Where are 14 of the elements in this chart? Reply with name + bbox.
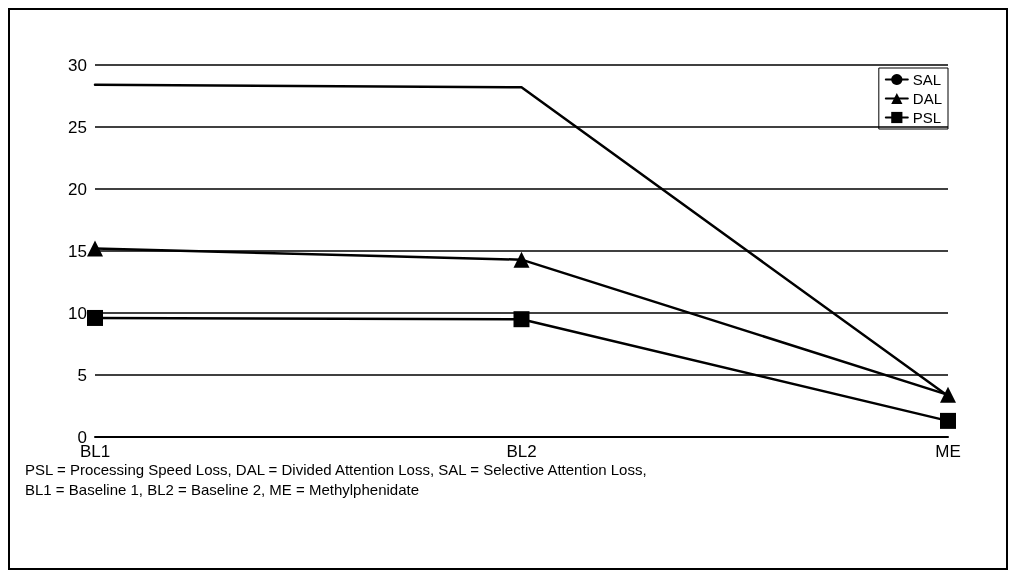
x-tick-label: BL1 — [79, 442, 111, 461]
x-tick-label: BL2 — [506, 442, 537, 461]
y-tick-label: 10 — [68, 303, 87, 323]
y-tick-label: 20 — [68, 179, 87, 199]
y-tick-label: 5 — [77, 365, 87, 385]
text: BL1 = Baseline 1, BL2 = Baseline 2, ME = Methylphenidate — [25, 481, 420, 498]
legend-label: DAL — [912, 90, 943, 107]
y-tick-label: 25 — [68, 117, 87, 137]
x-tick-label: ME — [935, 442, 961, 461]
y-tick-label: 15 — [68, 241, 87, 261]
legend-label: PSL — [912, 109, 942, 126]
y-tick-label: 30 — [68, 55, 87, 75]
text: PSL = Processing Speed Loss, DAL = Divided Attention Loss, SAL = Selective Attention Loss, — [25, 461, 647, 478]
legend-label: SAL — [912, 71, 942, 88]
